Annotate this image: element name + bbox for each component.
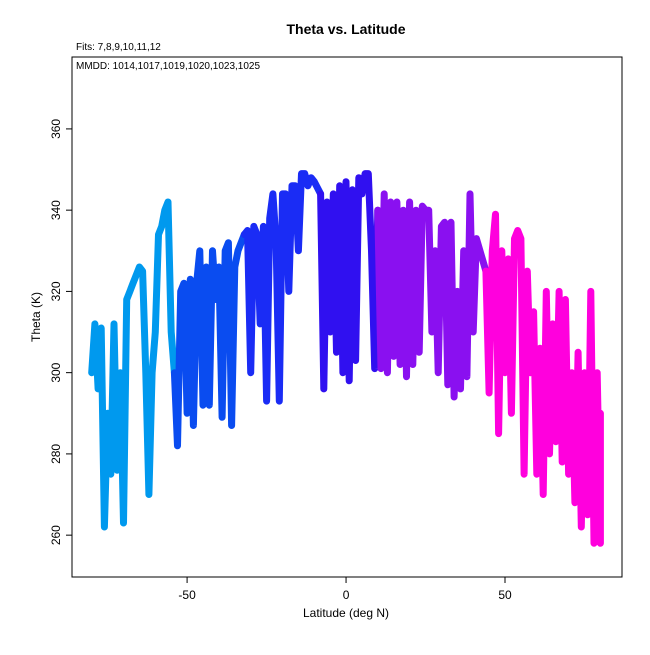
annotation: MMDD: 1014,1017,1019,1020,1023,1025 (76, 61, 260, 72)
y-axis-label: Theta (K) (29, 292, 43, 342)
y-tick-label: 320 (49, 281, 63, 301)
subtitle: Fits: 7,8,9,10,11,12 (76, 42, 161, 53)
data-trace (482, 210, 604, 547)
y-tick-label: 340 (49, 200, 63, 220)
y-tick-label: 360 (49, 119, 63, 139)
x-tick-label: 50 (498, 588, 512, 602)
chart-title: Theta vs. Latitude (286, 21, 405, 37)
data-trace (374, 190, 490, 401)
x-tick-label: 0 (343, 588, 350, 602)
plot-frame (71, 56, 623, 578)
data-trace (170, 231, 248, 450)
x-tick-label: -50 (178, 588, 196, 602)
data-trace (240, 170, 325, 405)
y-tick-label: 260 (49, 525, 63, 545)
y-tick-label: 300 (49, 362, 63, 382)
data-trace (317, 170, 382, 393)
data-trace (88, 198, 178, 531)
x-axis-label: Latitude (deg N) (303, 606, 389, 620)
y-tick-label: 280 (49, 444, 63, 464)
